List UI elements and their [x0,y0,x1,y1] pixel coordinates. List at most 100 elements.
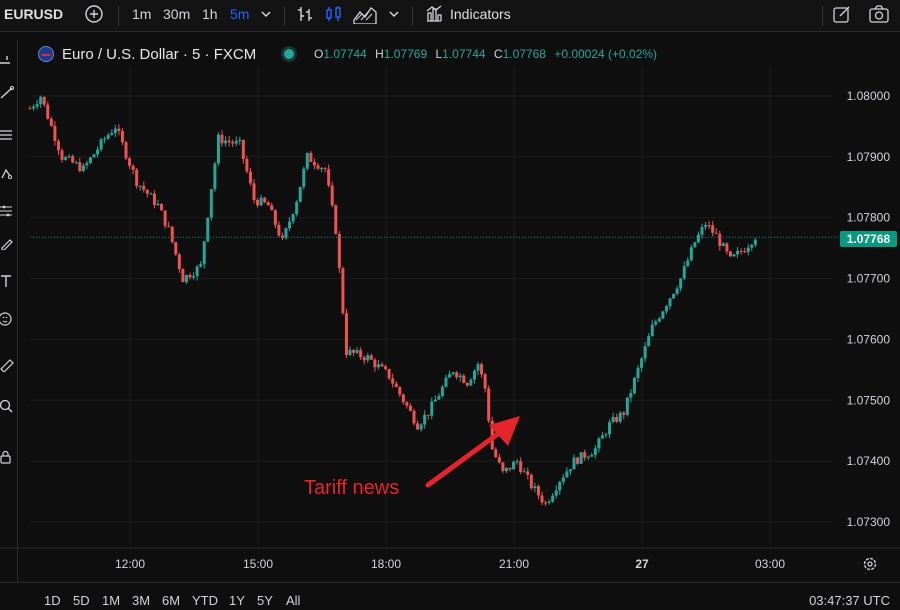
candle-body [245,158,249,172]
edit-icon[interactable] [832,4,852,29]
candle-body [323,168,327,170]
compare-symbol-icon[interactable] [84,4,104,29]
candle-body [224,140,228,144]
indicators-button[interactable]: Indicators [450,6,511,22]
range-1d-button[interactable]: 1D [44,593,61,608]
brush-icon[interactable] [0,166,14,180]
candle-body [700,227,704,235]
ohlc-values: O1.07744 H1.07769 L1.07744 C1.07768 +0.0… [314,47,662,61]
candle-body [753,239,757,245]
trend-line-icon[interactable] [0,86,14,100]
annotation-label: Tariff news [304,477,399,499]
price-tick-label: 1.07800 [847,211,891,225]
settings-gear-icon[interactable] [862,556,878,572]
candle-body [540,495,544,503]
candle-body [583,452,587,458]
candle-body [213,163,217,190]
candle-body [330,185,334,206]
candle-body [686,260,690,267]
candle-body [320,168,324,170]
candle-body [206,217,210,242]
text-icon[interactable] [0,274,14,288]
candle-body [177,254,181,270]
utc-clock[interactable]: 03:47:37 UTC [809,593,890,608]
candle-body [448,374,452,378]
range-3m-button[interactable]: 3M [132,593,151,608]
interval-1m-button[interactable]: 1m [132,6,152,22]
toolbar-divider [822,6,823,26]
candle-body [391,378,395,384]
area-chart-icon[interactable] [352,4,378,29]
candle-body [661,311,665,319]
lock-icon[interactable] [0,450,14,464]
candle-body [430,401,434,416]
candle-body [618,412,622,422]
candle-body [536,486,540,496]
crosshair-icon[interactable] [0,56,14,70]
candle-body [714,232,718,234]
range-all-button[interactable]: All [286,593,301,608]
candle-body [387,369,391,379]
candle-body [149,193,153,195]
candles-icon[interactable] [324,4,344,29]
interval-1h-button[interactable]: 1h [202,6,218,22]
price-chart[interactable]: 1.08000 1.07900 1.07800 1.07700 1.07600 1.075… [0,0,900,582]
emoji-icon[interactable] [0,312,14,326]
candle-body [657,318,661,322]
range-1m-button[interactable]: 1M [102,593,121,608]
candle-body [46,104,50,119]
candle-body [643,346,647,359]
zoom-icon[interactable] [0,400,14,414]
candle-body [558,481,562,491]
candle-body [263,197,267,203]
candle-body [152,193,156,205]
candle-body [480,364,484,375]
candle-body [440,386,444,397]
candle-body [455,372,459,378]
candle-body [654,321,658,325]
instrument-title[interactable]: Euro / U.S. Dollar · 5 · FXCM [62,46,257,63]
candle-body [128,158,132,166]
range-1y-button[interactable]: 1Y [229,593,245,608]
bar-style-icon[interactable] [296,4,316,29]
candle-body [184,274,188,283]
candle-body [451,372,455,375]
candle-body [32,106,36,109]
candle-body [462,375,466,383]
annotation-arrow-head [489,416,520,446]
symbol-search[interactable]: EURUSD [4,6,64,22]
range-5d-button[interactable]: 5D [73,593,90,608]
chevron-down-icon[interactable] [260,7,272,25]
candle-body [49,118,53,126]
candle-body [67,156,71,158]
pattern-icon[interactable] [0,204,14,218]
chevron-down-icon[interactable] [388,7,400,25]
candle-body [622,412,626,415]
range-6m-button[interactable]: 6M [162,593,181,608]
candle-body [568,469,572,472]
range-5y-button[interactable]: 5Y [257,593,273,608]
range-ytd-button[interactable]: YTD [192,593,218,608]
interval-30m-button[interactable]: 30m [163,6,191,22]
fib-retracement-icon[interactable] [0,128,14,142]
candle-body [60,150,64,160]
candle-body [241,139,245,159]
candle-body [423,414,427,425]
camera-icon[interactable] [868,4,890,29]
candle-body [487,388,491,421]
candle-body [99,139,103,150]
pen-icon[interactable] [0,236,14,250]
ruler-icon[interactable] [0,358,14,372]
candle-body [636,367,640,378]
candle-body [732,254,736,257]
candle-body [597,438,601,449]
candle-body [544,502,548,504]
market-status-dot[interactable] [284,49,294,59]
interval-5m-button[interactable]: 5m [230,6,250,22]
indicators-icon[interactable] [424,4,444,29]
candle-body [220,134,224,144]
chart-grid [0,68,900,549]
candle-body [522,471,526,473]
candle-body [174,242,178,255]
candle-body [135,169,139,187]
